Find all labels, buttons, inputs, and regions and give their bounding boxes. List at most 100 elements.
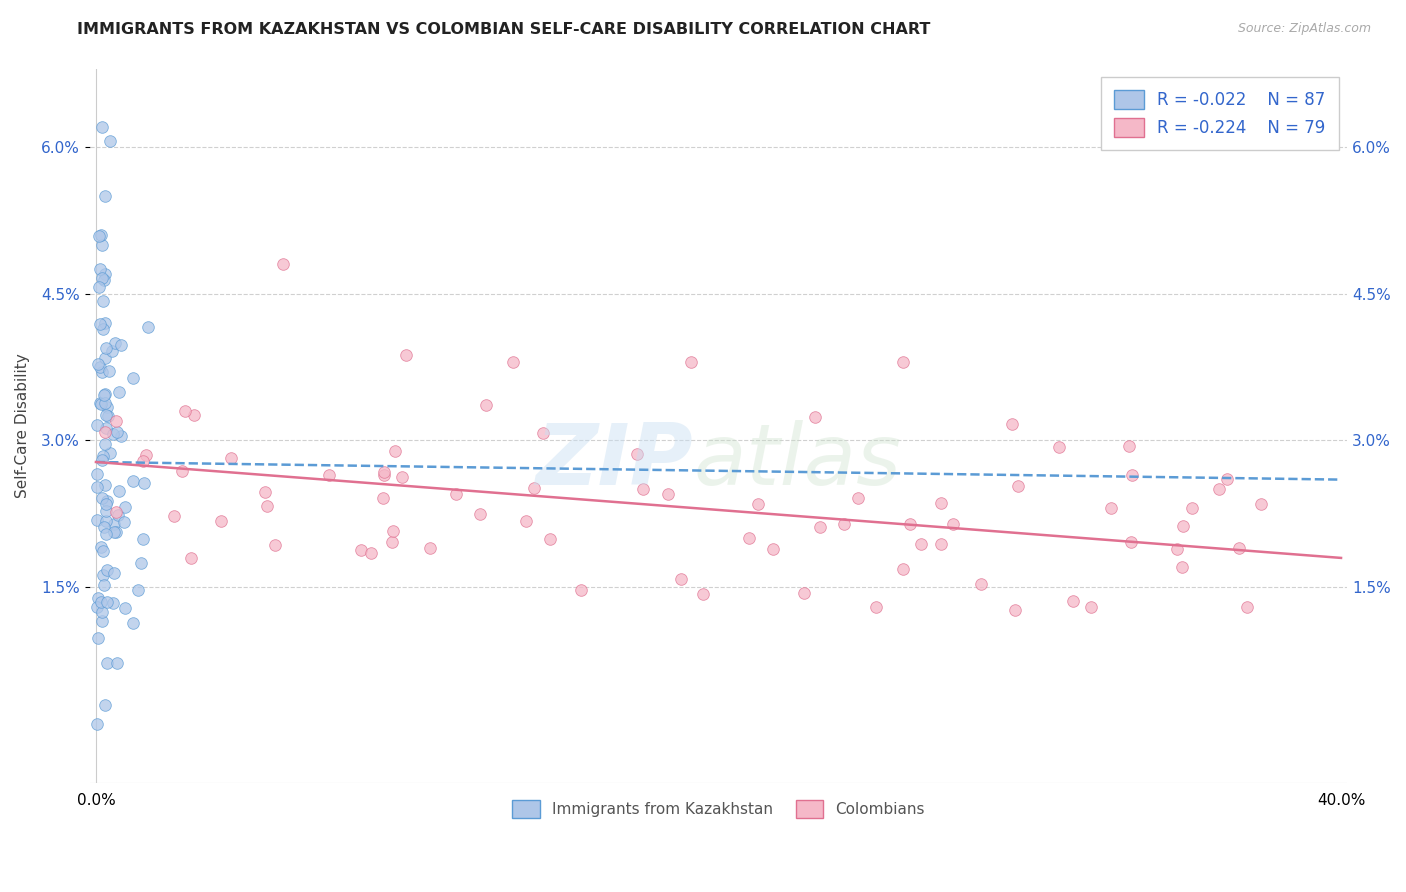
Point	[91, 452, 114, 467]
Point	[90, 491, 112, 505]
Point	[114, 500, 136, 514]
Point	[105, 656, 128, 670]
Point	[131, 532, 153, 546]
Point	[475, 398, 498, 412]
Point	[256, 500, 278, 514]
Point	[94, 437, 117, 451]
Point	[1215, 472, 1237, 486]
Point	[163, 508, 186, 523]
Point	[87, 631, 110, 645]
Point	[531, 426, 554, 441]
Point	[89, 359, 111, 374]
Point	[91, 293, 114, 308]
Point	[669, 572, 692, 586]
Point	[502, 355, 524, 369]
Point	[93, 478, 115, 492]
Point	[170, 464, 193, 478]
Point	[803, 409, 825, 424]
Point	[1250, 497, 1272, 511]
Point	[112, 516, 135, 530]
Point	[183, 408, 205, 422]
Point	[846, 491, 869, 506]
Point	[93, 578, 115, 592]
Point	[97, 409, 120, 423]
Point	[1062, 594, 1084, 608]
Point	[104, 525, 127, 540]
Point	[134, 476, 156, 491]
Point	[91, 271, 114, 285]
Point	[103, 524, 125, 539]
Point	[105, 425, 128, 439]
Point	[96, 656, 118, 670]
Point	[93, 273, 115, 287]
Point	[96, 595, 118, 609]
Legend: Immigrants from Kazakhstan, Colombians: Immigrants from Kazakhstan, Colombians	[505, 792, 932, 825]
Point	[110, 429, 132, 443]
Point	[515, 514, 537, 528]
Point	[391, 470, 413, 484]
Point	[96, 494, 118, 508]
Point	[103, 566, 125, 580]
Point	[91, 568, 114, 582]
Point	[90, 540, 112, 554]
Point	[100, 344, 122, 359]
Point	[94, 188, 117, 202]
Point	[90, 614, 112, 628]
Point	[94, 267, 117, 281]
Point	[180, 551, 202, 566]
Point	[1080, 599, 1102, 614]
Point	[395, 348, 418, 362]
Point	[793, 586, 815, 600]
Point	[373, 467, 395, 482]
Point	[108, 385, 131, 400]
Point	[90, 227, 112, 242]
Point	[114, 601, 136, 615]
Point	[122, 371, 145, 385]
Point	[136, 319, 159, 334]
Point	[104, 505, 127, 519]
Point	[135, 448, 157, 462]
Point	[89, 261, 111, 276]
Point	[522, 482, 544, 496]
Point	[86, 418, 108, 433]
Point	[929, 537, 952, 551]
Point	[1121, 468, 1143, 483]
Point	[254, 484, 277, 499]
Point	[103, 517, 125, 532]
Point	[86, 600, 108, 615]
Point	[747, 497, 769, 511]
Point	[273, 257, 295, 271]
Point	[110, 338, 132, 352]
Point	[1227, 541, 1250, 556]
Point	[94, 420, 117, 434]
Point	[382, 524, 405, 538]
Text: IMMIGRANTS FROM KAZAKHSTAN VS COLOMBIAN SELF-CARE DISABILITY CORRELATION CHART: IMMIGRANTS FROM KAZAKHSTAN VS COLOMBIAN …	[77, 22, 931, 37]
Point	[87, 357, 110, 371]
Point	[865, 599, 887, 614]
Point	[94, 527, 117, 541]
Point	[174, 404, 197, 418]
Point	[318, 468, 340, 483]
Point	[96, 563, 118, 577]
Point	[94, 698, 117, 712]
Point	[105, 414, 128, 428]
Point	[569, 583, 592, 598]
Point	[87, 280, 110, 294]
Point	[371, 491, 394, 505]
Point	[107, 484, 129, 499]
Point	[970, 577, 993, 591]
Point	[91, 544, 114, 558]
Point	[692, 587, 714, 601]
Point	[1004, 603, 1026, 617]
Point	[350, 543, 373, 558]
Point	[104, 336, 127, 351]
Point	[129, 556, 152, 570]
Point	[679, 355, 702, 369]
Point	[94, 342, 117, 356]
Point	[1208, 482, 1230, 496]
Point	[94, 351, 117, 366]
Point	[89, 396, 111, 410]
Point	[94, 514, 117, 528]
Point	[93, 322, 115, 336]
Point	[91, 449, 114, 463]
